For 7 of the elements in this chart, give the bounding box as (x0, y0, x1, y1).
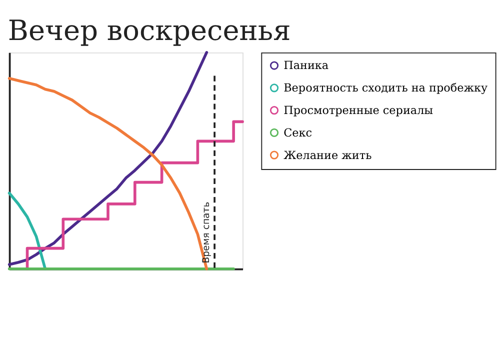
annotation: Время спать (200, 202, 212, 264)
legend-label: Просмотренные сериалы (284, 104, 434, 118)
chart-title: Вечер воскресенья (8, 14, 291, 47)
legend-label: Паника (284, 59, 329, 72)
legend-label: Желание жить (284, 148, 372, 162)
legend-label: Вероятность сходить на пробежку (284, 82, 488, 95)
legend-label: Секс (284, 126, 312, 140)
